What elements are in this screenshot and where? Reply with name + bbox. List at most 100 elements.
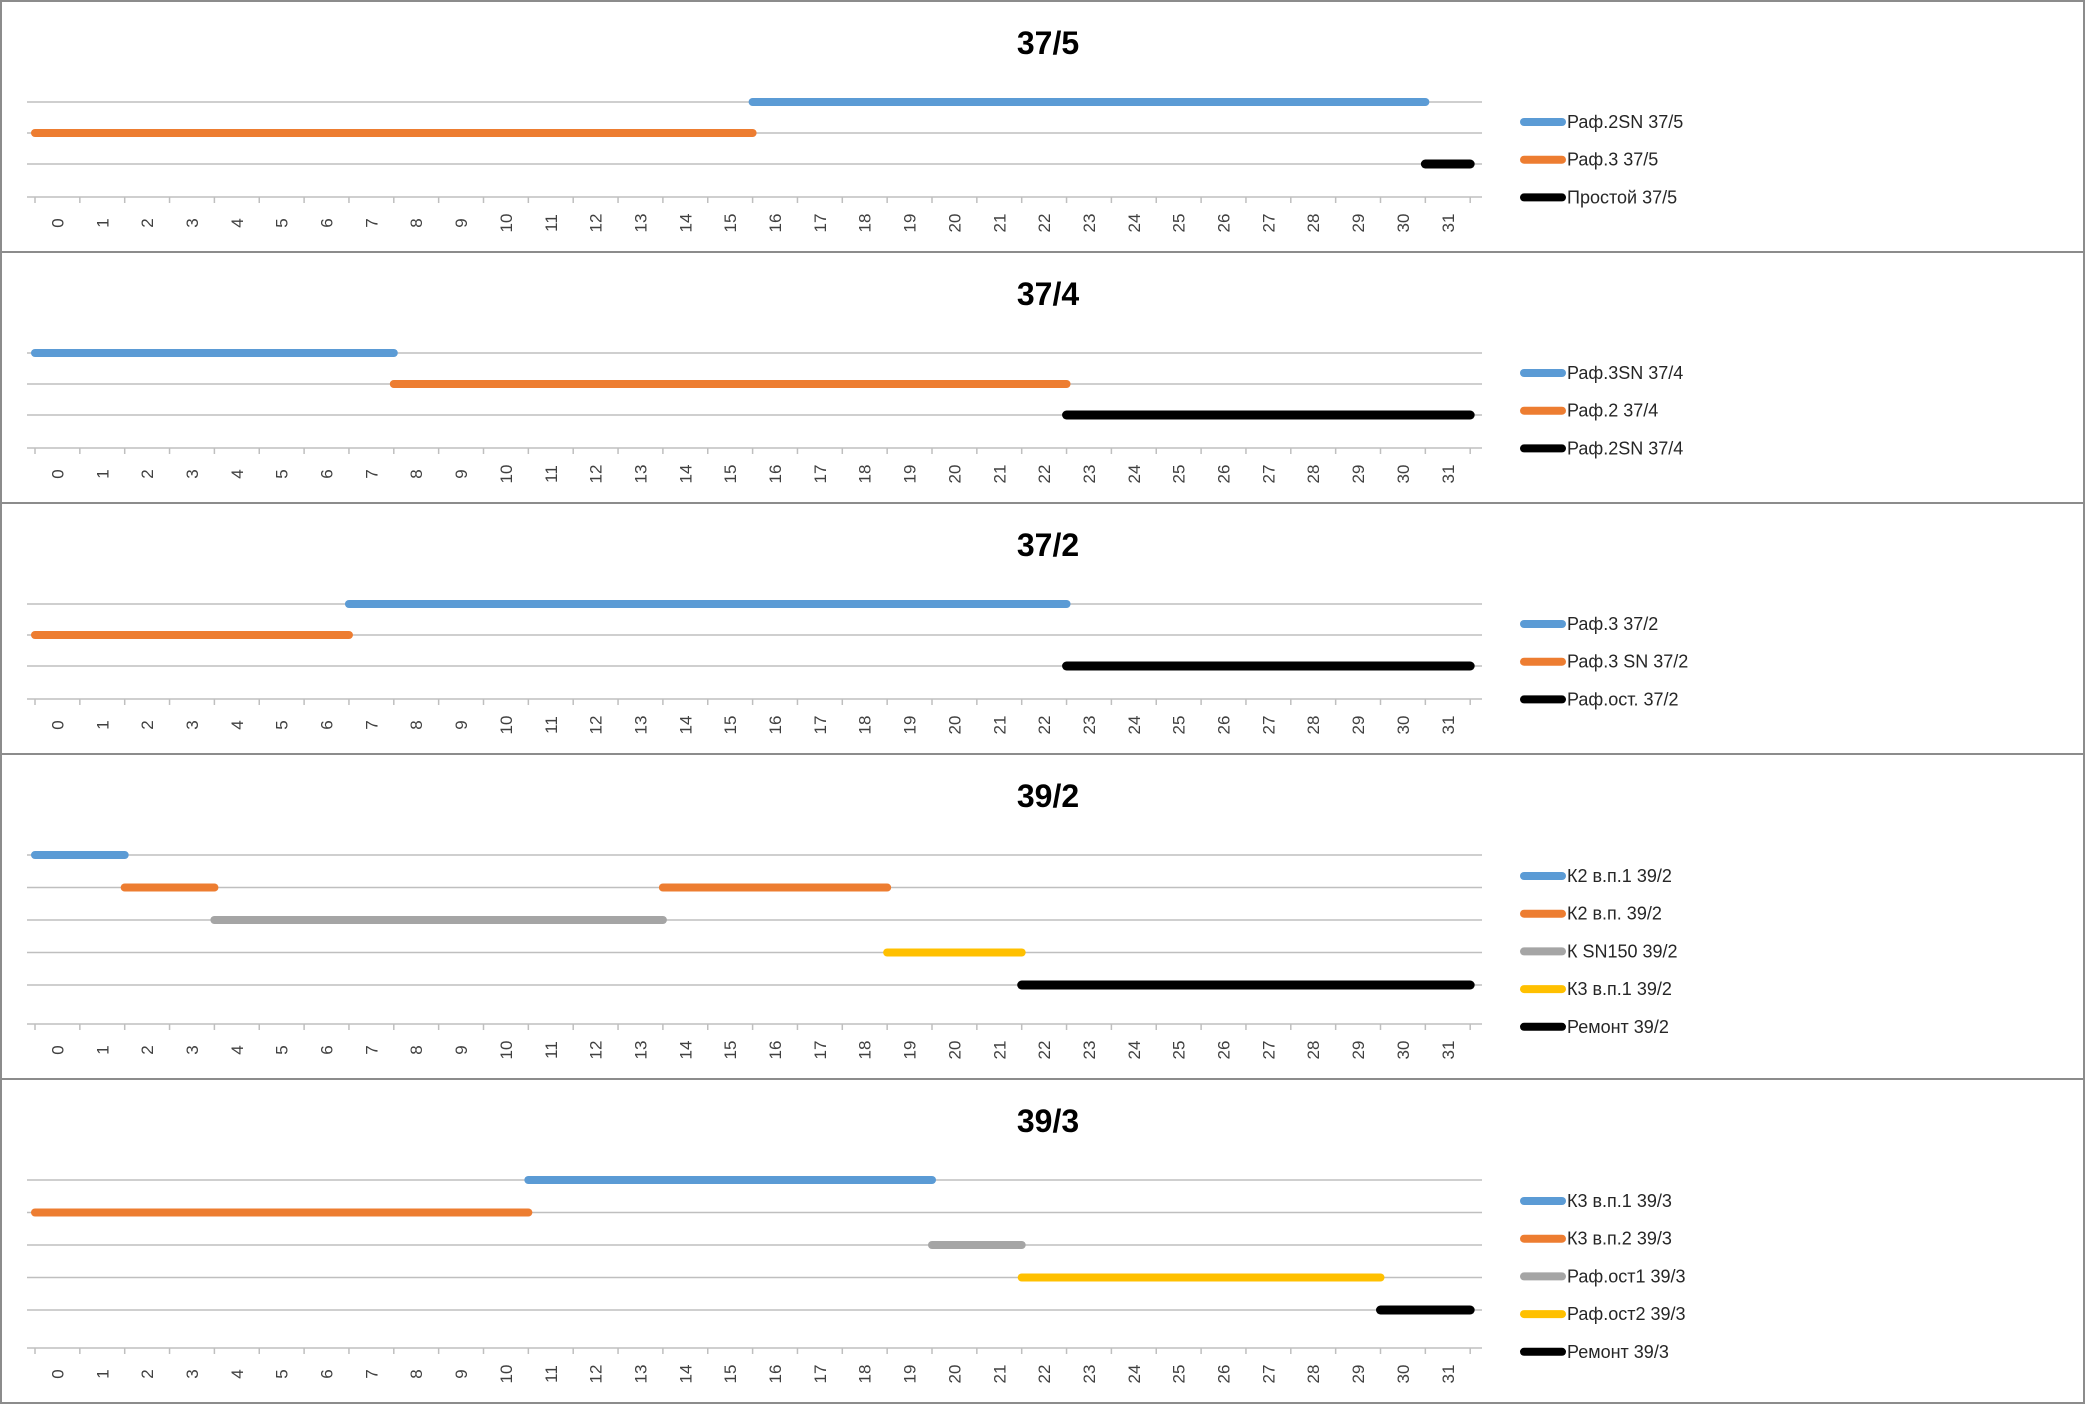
chart-panel-37-2: 37/2 0 1 2 3 4 5 6 7 8 9 10 11 12 13 14 15 16 17 18 19 20 21 22… [0, 502, 2085, 755]
x-tick-label: 29 [1349, 716, 1368, 735]
x-tick-label: 18 [856, 214, 875, 233]
x-tick-label: 29 [1349, 214, 1368, 233]
x-tick-label: 29 [1349, 1041, 1368, 1060]
x-tick-label: 31 [1439, 1041, 1458, 1060]
x-tick-label: 22 [1035, 716, 1054, 735]
x-tick-label: 18 [856, 1365, 875, 1384]
x-tick-label: 18 [856, 716, 875, 735]
x-tick-label: 11 [542, 1041, 561, 1059]
chart-svg: 37/40 1 2 3 4 5 6 7 8 9 10 11 12 13 14 15 16 17 18 19 20 21 22… [27, 276, 1683, 484]
x-tick-label: 25 [1170, 465, 1189, 484]
x-tick-label: 6 [318, 1369, 337, 1378]
x-tick-label: 13 [631, 1365, 650, 1384]
x-tick-label: 12 [587, 1041, 606, 1060]
chart-title: 39/2 [1017, 778, 1079, 814]
x-tick-label: 15 [721, 1041, 740, 1060]
x-tick-label: 15 [721, 1365, 740, 1384]
x-tick-label: 8 [407, 469, 426, 478]
legend-label: К2 в.п. 39/2 [1567, 904, 1662, 924]
x-tick-label: 11 [542, 716, 561, 734]
x-tick-label: 3 [183, 1045, 202, 1054]
x-tick-label: 27 [1259, 716, 1278, 735]
legend-label: Раф.ост. 37/2 [1567, 689, 1679, 709]
x-tick-label: 6 [318, 469, 337, 478]
chart-panel-37-5: 37/5 0 1 2 3 4 5 6 7 8 9 10 11 12 13 14 15 16 17 18 19 20 21 22… [0, 0, 2085, 253]
legend-label: Раф.3 37/2 [1567, 614, 1658, 634]
x-tick-label: 26 [1215, 716, 1234, 735]
x-tick-label: 8 [407, 1045, 426, 1054]
legend-label: К3 в.п.2 39/3 [1567, 1229, 1672, 1249]
x-tick-label: 25 [1170, 1365, 1189, 1384]
x-tick-label: 12 [587, 1365, 606, 1384]
legend-label: Раф.ост1 39/3 [1567, 1266, 1686, 1286]
x-tick-label: 13 [631, 214, 650, 233]
chart-panel-39-2: 39/2 0 1 2 3 4 5 6 7 8 9 10 11 12 13 14 15 16 17 18 19 20 21 22… [0, 753, 2085, 1080]
x-tick-label: 13 [631, 716, 650, 735]
x-tick-label: 27 [1259, 214, 1278, 233]
x-tick-label: 1 [93, 469, 112, 478]
x-tick-label: 26 [1215, 1041, 1234, 1060]
x-tick-label: 26 [1215, 1365, 1234, 1384]
x-tick-label: 24 [1125, 1365, 1144, 1384]
x-tick-label: 5 [273, 218, 292, 227]
x-tick-label: 4 [228, 720, 247, 729]
x-tick-label: 16 [766, 214, 785, 233]
x-tick-label: 11 [542, 1365, 561, 1383]
legend-label: К2 в.п.1 39/2 [1567, 866, 1672, 886]
x-tick-label: 21 [990, 1365, 1009, 1384]
x-tick-label: 9 [452, 720, 471, 729]
chart-svg: 39/20 1 2 3 4 5 6 7 8 9 10 11 12 13 14 15 16 17 18 19 20 21 22… [27, 778, 1678, 1060]
x-tick-label: 25 [1170, 716, 1189, 735]
x-tick-label: 25 [1170, 214, 1189, 233]
x-tick-label: 23 [1080, 465, 1099, 484]
x-tick-label: 7 [362, 1045, 381, 1054]
x-tick-label: 21 [990, 465, 1009, 484]
x-tick-label: 26 [1215, 465, 1234, 484]
x-tick-label: 30 [1394, 1365, 1413, 1384]
x-tick-label: 4 [228, 469, 247, 478]
legend-label: Ремонт 39/3 [1567, 1342, 1669, 1362]
chart-svg: 37/20 1 2 3 4 5 6 7 8 9 10 11 12 13 14 15 16 17 18 19 20 21 22… [27, 527, 1688, 735]
x-tick-label: 8 [407, 218, 426, 227]
x-tick-label: 2 [138, 469, 157, 478]
x-tick-label: 0 [48, 720, 67, 729]
x-tick-label: 23 [1080, 716, 1099, 735]
x-tick-label: 24 [1125, 716, 1144, 735]
x-tick-label: 2 [138, 1369, 157, 1378]
x-tick-label: 15 [721, 214, 740, 233]
x-tick-label: 30 [1394, 716, 1413, 735]
legend-label: К3 в.п.1 39/3 [1567, 1191, 1672, 1211]
x-tick-label: 3 [183, 218, 202, 227]
legend-label: Раф.3SN 37/4 [1567, 363, 1683, 383]
x-tick-label: 20 [945, 465, 964, 484]
legend-label: К SN150 39/2 [1567, 941, 1678, 961]
chart-svg: 37/50 1 2 3 4 5 6 7 8 9 10 11 12 13 14 15 16 17 18 19 20 21 22… [27, 25, 1683, 233]
x-tick-label: 8 [407, 720, 426, 729]
x-tick-label: 18 [856, 465, 875, 484]
x-tick-label: 21 [990, 716, 1009, 735]
legend-label: Простой 37/5 [1567, 187, 1677, 207]
x-tick-label: 14 [676, 1365, 695, 1384]
x-tick-label: 29 [1349, 465, 1368, 484]
x-tick-label: 14 [676, 716, 695, 735]
x-tick-label: 11 [542, 465, 561, 483]
x-tick-label: 21 [990, 1041, 1009, 1060]
x-tick-label: 24 [1125, 1041, 1144, 1060]
x-tick-label: 6 [318, 720, 337, 729]
x-tick-label: 19 [901, 1041, 920, 1060]
x-tick-label: 14 [676, 1041, 695, 1060]
x-tick-label: 13 [631, 465, 650, 484]
x-tick-label: 22 [1035, 214, 1054, 233]
x-tick-label: 18 [856, 1041, 875, 1060]
x-tick-label: 27 [1259, 465, 1278, 484]
x-tick-label: 7 [362, 218, 381, 227]
x-tick-label: 2 [138, 218, 157, 227]
x-tick-label: 23 [1080, 1041, 1099, 1060]
x-tick-label: 22 [1035, 1041, 1054, 1060]
x-tick-label: 27 [1259, 1365, 1278, 1384]
x-tick-label: 22 [1035, 1365, 1054, 1384]
x-tick-label: 6 [318, 218, 337, 227]
x-tick-label: 28 [1304, 1041, 1323, 1060]
x-tick-label: 15 [721, 716, 740, 735]
x-tick-label: 11 [542, 214, 561, 232]
